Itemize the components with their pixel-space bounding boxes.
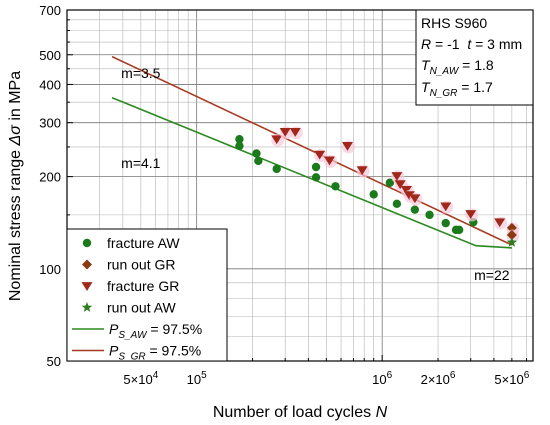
legend-marker — [82, 259, 92, 270]
data-point — [254, 156, 263, 166]
data-point — [324, 156, 336, 166]
series-run-out-gr — [506, 222, 520, 243]
data-point — [403, 191, 415, 201]
data-points — [235, 126, 520, 247]
data-point — [235, 141, 244, 151]
data-point — [409, 194, 421, 204]
data-point — [289, 128, 301, 137]
annotations: m=3.5 m=4.1 m=22 — [121, 65, 510, 283]
legend-label: run out GR — [107, 257, 175, 273]
y-tick-label: 300 — [39, 116, 61, 131]
legend-entry: run out GR — [82, 257, 175, 273]
data-point — [392, 199, 402, 209]
info-box-frame — [415, 9, 534, 106]
data-point — [311, 173, 321, 182]
data-point — [394, 180, 406, 190]
legend-marker — [81, 302, 93, 312]
data-point — [400, 186, 412, 195]
series-fracture-gr — [271, 126, 508, 230]
info-tn-aw-symbol: T — [421, 57, 431, 73]
legend-entry: PS_AW = 97.5% — [72, 321, 202, 341]
info-r-value: = -1 — [431, 36, 467, 52]
slope-annotation: m=3.5 — [121, 65, 161, 81]
data-point — [465, 210, 477, 219]
info-t-symbol: t — [467, 36, 472, 52]
info-box: RHS S960 R = -1 t = 3 mm TN_AW = 1.8 TN_… — [415, 9, 534, 106]
x-tick-label: 106 — [372, 370, 392, 387]
info-tn-gr-symbol: T — [421, 79, 431, 95]
x-tick-label: 5×106 — [494, 370, 529, 387]
x-tick-label: 105 — [187, 370, 207, 387]
data-point — [341, 142, 353, 151]
info-line-tn-aw: TN_AW = 1.8 — [421, 57, 494, 77]
legend-label: fracture GR — [107, 278, 179, 294]
data-point — [252, 149, 261, 158]
legend-label: fracture AW — [107, 235, 180, 251]
legend-frame — [66, 228, 228, 362]
info-line-tn-gr: TN_GR = 1.7 — [421, 79, 493, 99]
x-axis-title-text: Number of load cycles — [213, 404, 376, 421]
data-point — [356, 166, 368, 176]
data-point — [506, 229, 517, 240]
data-point — [425, 210, 434, 220]
y-tick-label: 700 — [39, 3, 61, 18]
y-tick-label: 50 — [47, 354, 61, 369]
legend-entry: PS_GR = 97.5% — [72, 343, 201, 363]
y-tick-label: 500 — [39, 48, 61, 63]
data-point — [271, 135, 283, 145]
data-point — [331, 182, 340, 191]
info-r-symbol: R — [421, 36, 431, 52]
data-point — [235, 134, 244, 144]
info-tn-gr-value: = 1.7 — [457, 79, 493, 95]
data-point — [454, 225, 464, 235]
legend-label: PS_AW = 97.5% — [109, 321, 202, 341]
data-point — [311, 162, 321, 172]
x-axis-title-var: N — [376, 404, 388, 421]
x-axis-title: Number of load cycles N — [213, 404, 388, 421]
series-run-out-aw — [506, 236, 518, 247]
data-point — [441, 218, 450, 228]
legend-entry: fracture GR — [81, 278, 179, 294]
data-point — [391, 172, 403, 181]
legend: fracture AW run out GR fracture GR run out … — [66, 228, 228, 363]
fit-line-p-s-aw — [111, 96, 512, 249]
info-tn-aw-sub: N_AW — [430, 66, 460, 77]
y-axis-title: Nominal stress range Δσ in MPa — [7, 71, 24, 301]
y-tick-label: 200 — [39, 170, 61, 185]
data-point — [279, 128, 291, 137]
legend-entry: fracture AW — [82, 235, 180, 251]
info-line-material: RHS S960 — [421, 15, 487, 31]
y-axis-title-text: Nominal stress range — [7, 146, 24, 302]
info-line-ratio: R = -1 t = 3 mm — [421, 36, 522, 52]
data-point — [494, 218, 506, 228]
y-axis-title-var: Δσ — [7, 124, 24, 147]
legend-label: run out AW — [107, 300, 177, 316]
data-point — [385, 178, 395, 187]
y-tick-label: 400 — [39, 77, 61, 92]
legend-entry: run out AW — [81, 300, 177, 316]
data-point — [410, 205, 420, 214]
slope-annotation: m=22 — [474, 267, 510, 283]
legend-marker — [82, 238, 92, 248]
info-tn-gr-sub: N_GR — [430, 88, 458, 99]
legend-marker — [81, 282, 93, 291]
data-point — [272, 164, 281, 174]
slope-annotation: m=4.1 — [121, 155, 161, 171]
data-point — [506, 236, 518, 247]
x-tick-label: 5×104 — [123, 370, 158, 387]
x-tick-label: 2×106 — [421, 370, 456, 387]
y-axis-title-unit: in MPa — [7, 71, 24, 125]
plot-frame — [66, 9, 534, 362]
info-tn-aw-value: = 1.8 — [458, 57, 494, 73]
legend-label: PS_GR = 97.5% — [109, 343, 201, 363]
data-point — [314, 150, 326, 160]
y-tick-label: 100 — [39, 262, 61, 277]
tick-labels: 50 100 200 300 400 500 700 5×104 105 106 2×106 5×10… — [39, 3, 529, 387]
data-point — [369, 190, 378, 199]
info-t-value: = 3 mm — [471, 36, 522, 52]
data-point — [440, 202, 452, 212]
